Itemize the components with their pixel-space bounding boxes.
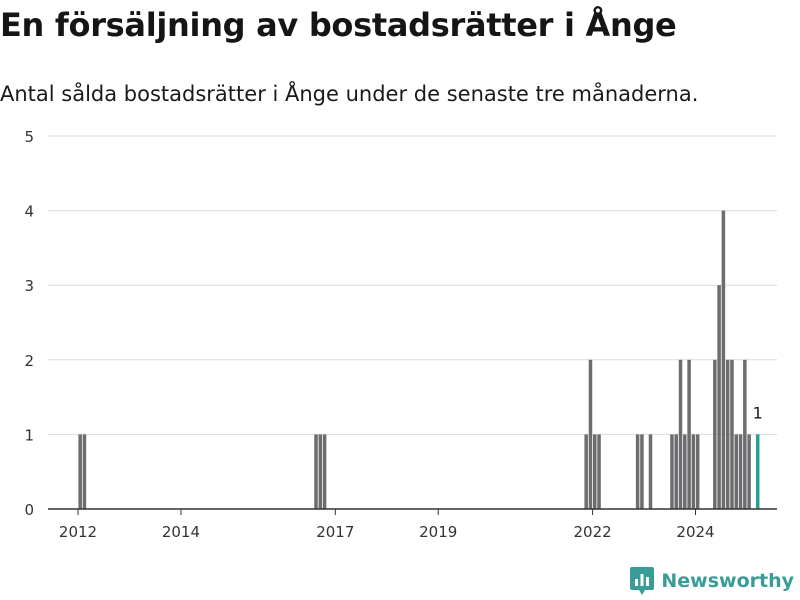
x-tick-label: 2014: [162, 523, 200, 541]
brand-logo: Newsworthy: [629, 566, 794, 596]
bar: [695, 434, 700, 509]
chart-title: En försäljning av bostadsrätter i Ånge: [0, 6, 677, 44]
bar: [78, 434, 82, 509]
bar: [318, 434, 323, 509]
y-tick-label: 3: [24, 277, 34, 295]
bar: [713, 359, 717, 509]
highlighted-bar: [755, 434, 760, 509]
bar: [584, 434, 588, 509]
bar: [691, 434, 696, 509]
y-tick-label: 2: [24, 352, 34, 370]
bar: [678, 359, 683, 509]
bar: [738, 434, 743, 509]
y-tick-label: 1: [24, 426, 34, 444]
bar: [314, 434, 318, 509]
bar: [730, 359, 734, 509]
bar: [635, 434, 640, 509]
y-tick-label: 4: [24, 203, 34, 221]
bar: [670, 434, 674, 509]
bar: [747, 434, 751, 509]
x-tick-label: 2019: [419, 523, 457, 541]
x-tick-label: 2022: [574, 523, 612, 541]
bar: [592, 434, 597, 509]
y-tick-label: 0: [24, 501, 34, 519]
brand-name: Newsworthy: [661, 570, 794, 592]
bar: [743, 359, 747, 509]
bar: [687, 359, 691, 509]
data-label: 1: [753, 403, 763, 422]
bar: [322, 434, 327, 509]
bar: [734, 434, 739, 509]
x-tick-label: 2017: [316, 523, 354, 541]
bar: [597, 434, 601, 509]
bar-chart: 0 1 2 3 4 5 2012 2014 2017 2019 2022 2024 1: [24, 128, 777, 541]
bar: [82, 434, 87, 509]
y-tick-label: 5: [24, 128, 34, 146]
bar: [721, 210, 726, 509]
bar: [717, 285, 721, 509]
bar: [683, 434, 687, 509]
chart-subtitle: Antal sålda bostadsrätter i Ånge under d…: [0, 82, 699, 106]
bar: [725, 359, 730, 509]
x-tick-label: 2024: [676, 523, 714, 541]
bar: [674, 434, 678, 509]
bar: [648, 434, 653, 509]
x-tick-label: 2012: [59, 523, 97, 541]
bar-chart-logo-icon: [630, 567, 655, 595]
bar: [640, 434, 644, 509]
bar: [588, 359, 593, 509]
